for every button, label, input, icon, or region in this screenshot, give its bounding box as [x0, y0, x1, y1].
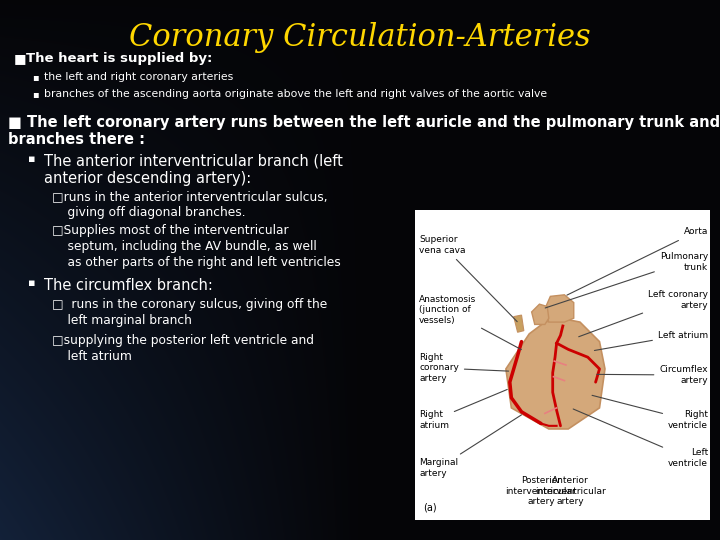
Text: left atrium: left atrium [52, 350, 132, 363]
Text: □Supplies most of the interventricular: □Supplies most of the interventricular [52, 224, 289, 237]
Text: ▪: ▪ [32, 72, 39, 82]
Text: Marginal
artery: Marginal artery [419, 415, 521, 478]
Text: Left atrium: Left atrium [595, 330, 708, 350]
Text: □  runs in the coronary sulcus, giving off the: □ runs in the coronary sulcus, giving of… [52, 298, 328, 311]
Text: Right
atrium: Right atrium [419, 389, 507, 430]
Polygon shape [513, 315, 524, 332]
Text: Pulmonary
trunk: Pulmonary trunk [545, 252, 708, 308]
Text: anterior descending artery):: anterior descending artery): [44, 171, 251, 186]
Text: Circumflex
artery: Circumflex artery [597, 365, 708, 384]
Text: Posterior
interventricular
artery: Posterior interventricular artery [505, 476, 577, 506]
Text: ▪: ▪ [32, 89, 39, 99]
Bar [415, 210, 710, 520]
Text: giving off diagonal branches.: giving off diagonal branches. [52, 206, 246, 219]
Text: the left and right coronary arteries: the left and right coronary arteries [44, 72, 233, 82]
Text: branches there :: branches there : [8, 132, 145, 147]
Text: ■ The left coronary artery runs between the left auricle and the pulmonary trunk: ■ The left coronary artery runs between … [8, 115, 720, 130]
Text: The anterior interventricular branch (left: The anterior interventricular branch (le… [44, 154, 343, 169]
Text: Superior
vena cava: Superior vena cava [419, 235, 517, 322]
Text: branches of the ascending aorta originate above the left and right valves of the: branches of the ascending aorta originat… [44, 89, 547, 99]
Text: Right
ventricle: Right ventricle [592, 395, 708, 430]
Text: ■: ■ [14, 52, 27, 65]
Text: Aorta: Aorta [567, 227, 708, 295]
Text: The heart is supplied by:: The heart is supplied by: [26, 52, 212, 65]
Polygon shape [506, 318, 605, 429]
Text: ▪: ▪ [28, 154, 35, 164]
Text: ▪: ▪ [28, 278, 35, 288]
Text: Coronary Circulation-Arteries: Coronary Circulation-Arteries [129, 22, 591, 53]
Polygon shape [531, 304, 549, 325]
Text: Left
ventricle: Left ventricle [573, 409, 708, 468]
Polygon shape [545, 295, 574, 322]
Text: as other parts of the right and left ventricles: as other parts of the right and left ven… [52, 256, 341, 269]
Text: septum, including the AV bundle, as well: septum, including the AV bundle, as well [52, 240, 317, 253]
Text: Anterior
interventricular
artery: Anterior interventricular artery [535, 476, 606, 506]
Text: □supplying the posterior left ventricle and: □supplying the posterior left ventricle … [52, 334, 314, 347]
Text: left marginal branch: left marginal branch [52, 314, 192, 327]
Text: Right
coronary
artery: Right coronary artery [419, 353, 508, 383]
Text: Left coronary
artery: Left coronary artery [579, 291, 708, 337]
Text: The circumflex branch:: The circumflex branch: [44, 278, 213, 293]
Text: Anastomosis
(junction of
vessels): Anastomosis (junction of vessels) [419, 295, 521, 349]
Text: □runs in the anterior interventricular sulcus,: □runs in the anterior interventricular s… [52, 190, 328, 203]
Text: (a): (a) [423, 502, 436, 512]
